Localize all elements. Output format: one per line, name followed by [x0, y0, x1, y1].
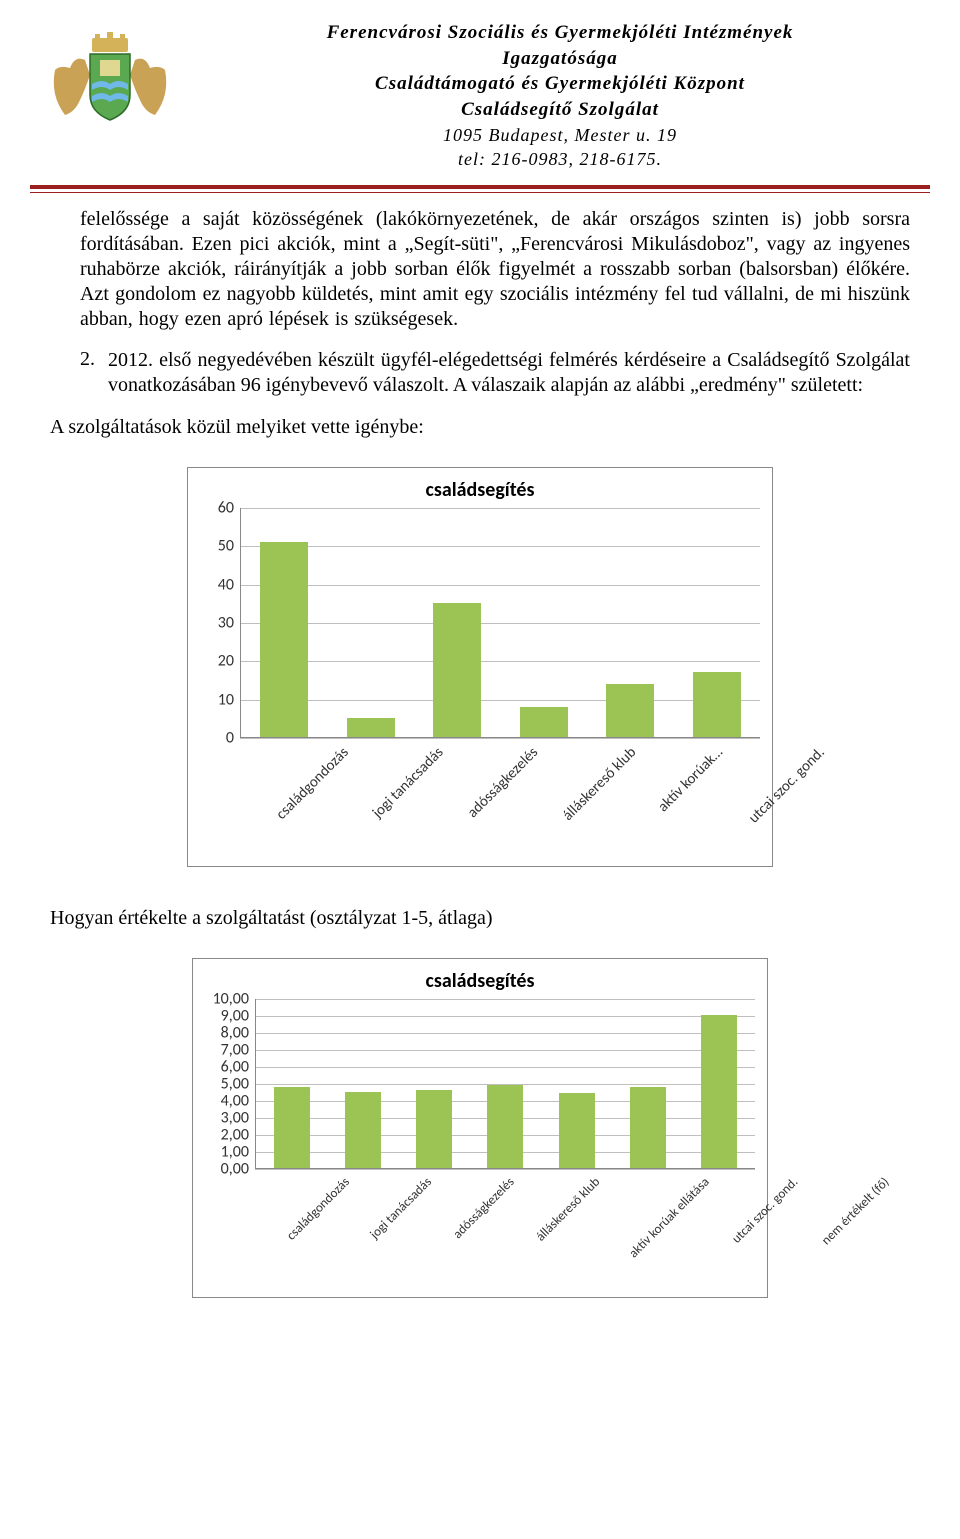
paragraph-1: felelőssége a saját közösségének (lakókö… — [30, 207, 930, 332]
y-tick-label: 5,00 — [205, 1075, 249, 1094]
y-tick-label: 4,00 — [205, 1092, 249, 1111]
chart-1-container: családsegítés 0 10 20 30 40 50 60 családgondoz… — [30, 467, 930, 867]
y-tick-label: 6,00 — [205, 1058, 249, 1077]
paragraph-2: 2012. első negyedévében készült ügyfél-e… — [108, 348, 910, 398]
bar-slot — [414, 508, 501, 737]
bars-row — [255, 999, 755, 1169]
org-line-2: Igazgatósága — [190, 46, 930, 72]
x-tick-label: utcai szoc. gond. — [741, 738, 898, 895]
bar-slot — [674, 508, 761, 737]
bar-slot — [684, 999, 755, 1168]
numbered-item-2: 2. 2012. első negyedévében készült ügyfé… — [30, 348, 930, 398]
chart-2-container: családsegítés 0,001,002,003,004,005,006,… — [30, 958, 930, 1298]
bar-slot — [241, 508, 328, 737]
bar-slot — [327, 999, 398, 1168]
bar — [559, 1093, 595, 1168]
y-tick-label: 0 — [200, 729, 234, 748]
bar-slot — [328, 508, 415, 737]
crown-icon — [92, 38, 128, 52]
bar-slot — [541, 999, 612, 1168]
org-line-1: Ferencvárosi Szociális és Gyermekjóléti … — [190, 20, 930, 46]
y-tick-label: 40 — [200, 575, 234, 594]
y-tick-label: 9,00 — [205, 1007, 249, 1026]
chart-1: családsegítés 0 10 20 30 40 50 60 családgondoz… — [187, 467, 773, 867]
org-tel: tel: 216-0983, 218-6175. — [190, 147, 930, 171]
bar — [347, 718, 395, 737]
y-tick-label: 2,00 — [205, 1126, 249, 1145]
y-tick-label: 8,00 — [205, 1024, 249, 1043]
x-tick-label: nem értékelt (fő) — [814, 1169, 960, 1318]
griffin-left-icon — [54, 59, 90, 115]
y-tick-label: 20 — [200, 652, 234, 671]
org-line-3: Családtámogató és Gyermekjóléti Központ — [190, 71, 930, 97]
header-divider — [30, 185, 930, 193]
bar-slot — [612, 999, 683, 1168]
header-text: Ferencvárosi Szociális és Gyermekjóléti … — [190, 20, 930, 171]
org-address: 1095 Budapest, Mester u. 19 — [190, 123, 930, 147]
chart-1-plot: 0102030405060 — [200, 508, 760, 738]
list-number: 2. — [80, 348, 108, 398]
gridline — [240, 738, 760, 739]
y-tick-label: 7,00 — [205, 1041, 249, 1060]
y-tick-label: 0,00 — [205, 1160, 249, 1179]
bar-slot — [501, 508, 588, 737]
griffin-right-icon — [130, 59, 166, 115]
bar — [606, 684, 654, 738]
y-tick-label: 10 — [200, 690, 234, 709]
chart-2: családsegítés 0,001,002,003,004,005,006,… — [192, 958, 768, 1298]
bar — [433, 603, 481, 737]
bar — [345, 1092, 381, 1169]
bar — [274, 1087, 310, 1169]
question-1: A szolgáltatások közül melyiket vette ig… — [30, 416, 930, 439]
y-tick-label: 3,00 — [205, 1109, 249, 1128]
chart-1-x-labels: családgondozásjogi tanácsadásadósságkeze… — [240, 738, 760, 858]
bar — [701, 1015, 737, 1168]
letterhead: Ferencvárosi Szociális és Gyermekjóléti … — [30, 20, 930, 171]
chart-2-x-labels: családgondozásjogi tanácsadásadósságkeze… — [255, 1169, 755, 1289]
bar — [630, 1087, 666, 1169]
bar — [520, 707, 568, 738]
bar-slot — [399, 999, 470, 1168]
bars-row — [240, 508, 760, 738]
y-tick-label: 10,00 — [205, 990, 249, 1009]
bar — [693, 672, 741, 737]
coat-of-arms-logo — [30, 20, 190, 130]
chart-1-title: családsegítés — [200, 478, 760, 502]
bar — [416, 1090, 452, 1168]
chart-2-title: családsegítés — [205, 969, 755, 993]
y-tick-label: 50 — [200, 537, 234, 556]
bar-slot — [256, 999, 327, 1168]
question-2: Hogyan értékelte a szolgáltatást (osztál… — [30, 907, 930, 930]
org-line-4: Családsegítő Szolgálat — [190, 97, 930, 123]
bar — [487, 1085, 523, 1168]
y-tick-label: 60 — [200, 499, 234, 518]
y-tick-label: 30 — [200, 614, 234, 633]
bar — [260, 542, 308, 738]
y-tick-label: 1,00 — [205, 1143, 249, 1162]
bar-slot — [470, 999, 541, 1168]
bar-slot — [587, 508, 674, 737]
chart-2-plot: 0,001,002,003,004,005,006,007,008,009,00… — [205, 999, 755, 1169]
